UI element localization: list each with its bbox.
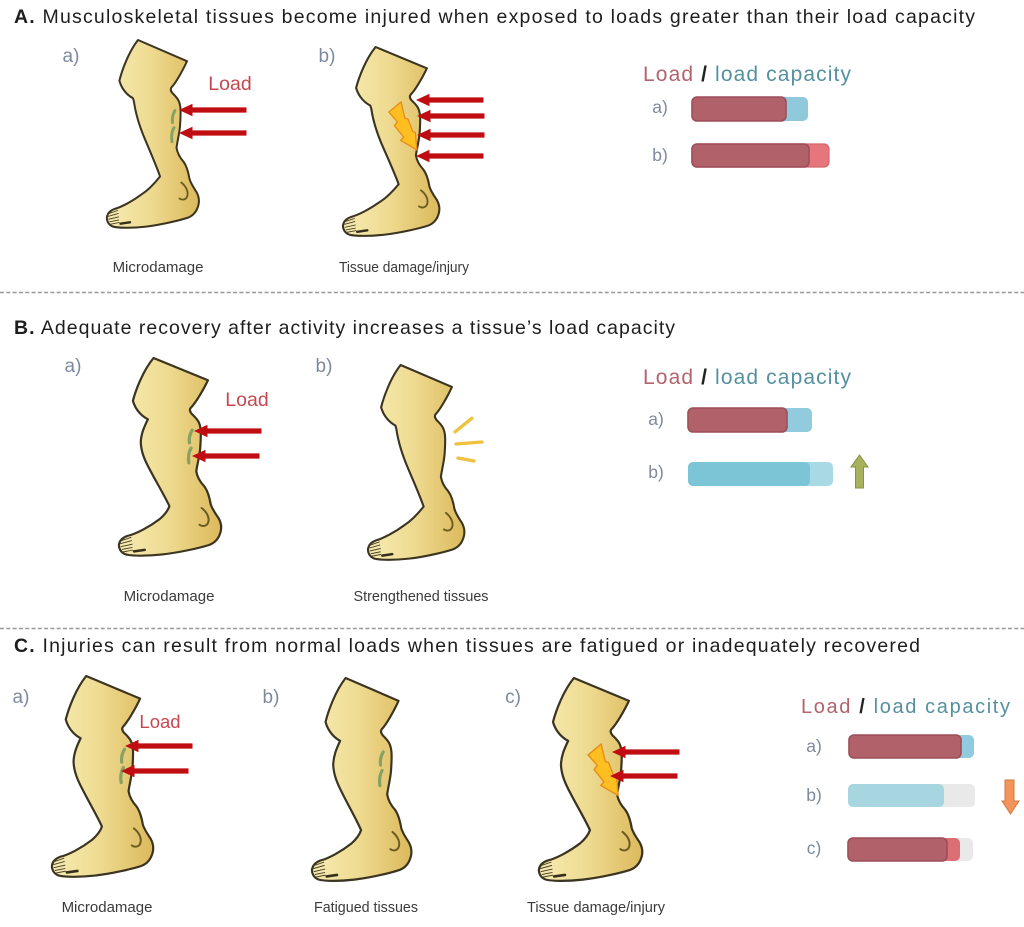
svg-text:b): b) [263, 687, 280, 708]
svg-text:Load / load capacity: Load / load capacity [801, 696, 1010, 718]
svg-text:Fatigued tissues: Fatigued tissues [314, 899, 418, 916]
svg-text:Microdamage: Microdamage [62, 899, 153, 916]
svg-text:Strengthened tissues: Strengthened tissues [354, 588, 489, 605]
svg-text:Microdamage: Microdamage [113, 259, 204, 276]
svg-text:b): b) [806, 785, 822, 805]
svg-text:c): c) [807, 838, 822, 858]
svg-text:Load: Load [208, 73, 251, 95]
svg-text:Tissue damage/injury: Tissue damage/injury [527, 899, 665, 916]
svg-text:a): a) [648, 409, 664, 429]
svg-text:b): b) [652, 145, 668, 165]
svg-text:B. Adequate recovery after act: B. Adequate recovery after activity incr… [14, 317, 675, 339]
svg-text:Load: Load [139, 711, 180, 732]
svg-text:c): c) [505, 687, 521, 708]
svg-text:Load: Load [225, 389, 268, 411]
svg-text:a): a) [652, 97, 668, 117]
svg-text:C. Injuries can result from no: C. Injuries can result from normal loads… [14, 635, 920, 657]
svg-text:b): b) [319, 46, 336, 67]
svg-text:a): a) [13, 687, 30, 708]
svg-text:Load / load capacity: Load / load capacity [643, 366, 852, 389]
svg-text:Load / load capacity: Load / load capacity [643, 63, 852, 86]
svg-text:a): a) [806, 736, 822, 756]
svg-text:b): b) [316, 356, 333, 377]
svg-text:b): b) [648, 462, 664, 482]
svg-text:Tissue damage/injury: Tissue damage/injury [339, 259, 469, 276]
svg-text:A. Musculoskeletal tissues bec: A. Musculoskeletal tissues become injure… [14, 6, 975, 28]
svg-text:Microdamage: Microdamage [124, 588, 215, 605]
svg-text:a): a) [63, 46, 80, 67]
svg-text:a): a) [65, 356, 82, 377]
